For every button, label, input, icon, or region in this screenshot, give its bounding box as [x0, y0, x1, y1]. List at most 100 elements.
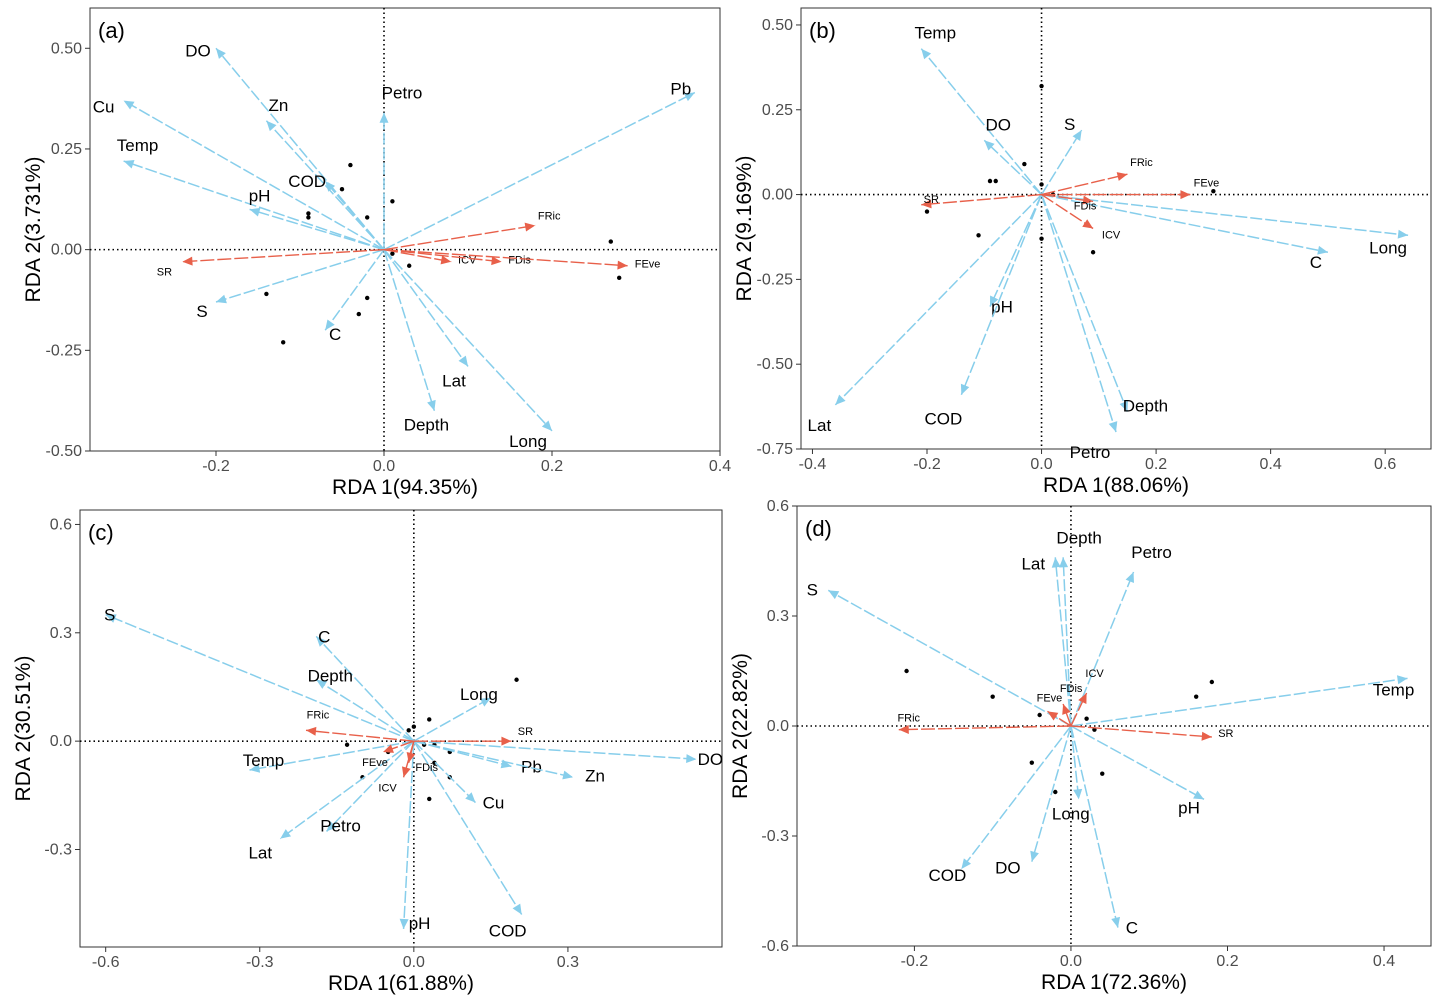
- panel-a-y-tick-label: 0.50: [51, 40, 82, 57]
- panel-d-env-vector-cod: [960, 725, 1072, 870]
- panel-a-site-point: [390, 251, 395, 256]
- panel-b-env-vector-do: [983, 139, 1043, 196]
- panel-d-env-vector-depth: [1062, 557, 1072, 727]
- panel-c-site-point: [411, 724, 417, 729]
- panel-b-env-arrowhead-depth: [1119, 400, 1128, 412]
- panel-a-env-arrowhead-zn: [266, 120, 277, 132]
- panel-c-label: (c): [88, 520, 114, 545]
- panel-c-x-tick-label: -0.3: [246, 954, 274, 971]
- panel-c-env-vector-depth: [315, 679, 415, 742]
- panel-b-env-vector-ph: [989, 194, 1043, 307]
- panel-c-trait-label-fric: FRic: [307, 709, 330, 721]
- panel-c-env-label-cod: COD: [489, 921, 527, 940]
- panel-d-site-point: [1209, 679, 1215, 685]
- panel-d-y-tick-label: 0.3: [767, 608, 789, 625]
- panel-a-env-vector-do: [215, 47, 385, 251]
- panel-b-env-vector-c: [1041, 193, 1329, 253]
- panel-b-env-label-do: DO: [986, 115, 1012, 134]
- panel-b-env-label-petro: Petro: [1070, 443, 1111, 462]
- panel-c-trait-label-sr: SR: [518, 726, 533, 738]
- panel-c-trait-label-fdis: FDis: [415, 762, 438, 774]
- panel-b-env-vector-depth: [1040, 194, 1129, 412]
- panel-d-y-axis-title: RDA 2(22.82%): [729, 653, 752, 799]
- panel-a-trait-arrowhead-icv: [440, 255, 452, 265]
- panel-a-env-arrowhead-s: [216, 294, 227, 304]
- panel-d-site-point: [1100, 771, 1105, 776]
- panel-b-site-point: [1039, 83, 1044, 89]
- panel-b-trait-label-fdis: FDis: [1074, 200, 1097, 212]
- panel-b-env-label-lat: Lat: [808, 416, 832, 435]
- panel-d-env-arrowhead-petro: [1125, 572, 1134, 583]
- panel-c-trait-vector-icv: [402, 740, 415, 778]
- panel-b-site-point: [924, 209, 930, 214]
- panel-b-y-tick-label: -0.25: [757, 271, 794, 288]
- panel-c-trait-vector-fric: [305, 729, 414, 742]
- panel-b-trait-arrowhead-icv: [1082, 219, 1094, 229]
- panel-b-y-tick-label: 0.25: [762, 102, 793, 119]
- panel-b-trait-label-icv: ICV: [1102, 230, 1121, 242]
- panel-d: -0.2 0.0 0.2 0.4 -0.6 -0.3 0.0 0.3 0.6 RDA 1(72.3…: [729, 498, 1432, 994]
- panel-d-trait-vector-fric: [898, 725, 1071, 731]
- panel-a-env-arrowhead-pb: [683, 92, 695, 102]
- panel-c-x-axis-title: RDA 1(61.88%): [328, 972, 474, 995]
- panel-b-x-tick-label: 0.0: [1030, 456, 1052, 473]
- panel-b-env-arrowhead-petro: [1108, 421, 1118, 433]
- panel-d-trait-label-fdis: FDis: [1060, 683, 1083, 695]
- panel-a-env-vector-pb: [383, 91, 696, 251]
- panel-a-site-point: [608, 239, 613, 244]
- panel-a-trait-label-fdis: FDis: [508, 255, 531, 267]
- panel-a-env-label-zn: Zn: [268, 96, 288, 115]
- panel-d-env-vector-do: [1031, 725, 1072, 862]
- panel-d-env-vector-lat: [1054, 557, 1072, 727]
- panel-d-trait-arrowhead-fdis: [1062, 704, 1071, 715]
- panel-c-env-arrowhead-cu: [465, 792, 476, 803]
- panel-a-env-vector-cod: [324, 180, 385, 251]
- panel-c-env-vector-do: [413, 740, 697, 760]
- panel-a-env-arrowhead-depth: [427, 399, 436, 411]
- panel-b-y-tick-label: 0.00: [762, 187, 793, 204]
- panel-b-x-tick-label: -0.2: [913, 456, 941, 473]
- panel-d-trait-label-sr: SR: [1218, 728, 1233, 740]
- panel-c-env-vector-zn: [413, 740, 574, 778]
- panel-b-x-tick-label: 0.4: [1260, 456, 1282, 473]
- panel-b-y-tick-label: -0.50: [757, 356, 794, 373]
- panel-b-site-point: [976, 233, 981, 238]
- panel-a-trait-label-fric: FRic: [538, 210, 561, 222]
- panel-a-site-point: [306, 211, 311, 216]
- panel-a-env-label-pb: Pb: [670, 80, 691, 99]
- panel-b-trait-vector-fric: [1041, 173, 1128, 196]
- panel-a-site-point: [339, 187, 345, 192]
- panel-d-y-tick-label: 0.0: [767, 718, 789, 735]
- panel-c-env-vector-temp: [249, 740, 414, 771]
- panel-c-trait-arrowhead-feve: [383, 744, 394, 753]
- panel-c-env-arrowhead-long: [479, 697, 491, 707]
- panel-a-y-tick-label: -0.50: [46, 443, 83, 460]
- panel-d-env-arrowhead-do: [1030, 850, 1039, 862]
- panel-d-trait-label-fric: FRic: [897, 713, 920, 725]
- panel-d-trait-arrowhead-feve: [1047, 711, 1059, 721]
- panel-a-label: (a): [98, 18, 125, 43]
- panel-d-trait-label-feve: FEve: [1037, 692, 1063, 704]
- panel-b-env-arrowhead-s: [1072, 130, 1082, 141]
- panel-a-x-tick-label: -0.2: [202, 458, 230, 475]
- panel-c-env-arrowhead-lat: [280, 829, 292, 839]
- panel-c-y-tick-label: -0.3: [44, 841, 72, 858]
- panel-a-env-vector-long: [383, 249, 553, 432]
- panel-a-env-arrowhead-do: [216, 48, 226, 59]
- panel-d-y-tick-label: -0.6: [761, 938, 789, 955]
- panel-c-y-tick-label: 0.3: [50, 625, 72, 642]
- panel-c-env-vector-s: [105, 614, 415, 742]
- panel-d-site-point: [1029, 760, 1035, 765]
- panel-a-env-vector-s: [215, 248, 385, 303]
- panel-d-env-arrowhead-depth: [1059, 557, 1069, 568]
- panel-a-env-vector-depth: [383, 249, 436, 411]
- panel-a-env-label-depth: Depth: [404, 416, 449, 435]
- panel-b-env-label-s: S: [1064, 115, 1075, 134]
- panel-c-x-tick-label: 0.0: [403, 954, 425, 971]
- panel-c-env-arrowhead-petro: [326, 821, 337, 832]
- panel-d-x-tick-label: 0.0: [1060, 953, 1082, 970]
- panel-b-env-label-cod: COD: [924, 410, 962, 429]
- panel-a: -0.2 0.0 0.2 0.4 -0.50 -0.25 0.00 0.25 0.50 RDA 1…: [22, 7, 731, 499]
- panel-a-site-point: [281, 340, 286, 345]
- panel-d-env-label-long: Long: [1052, 804, 1090, 823]
